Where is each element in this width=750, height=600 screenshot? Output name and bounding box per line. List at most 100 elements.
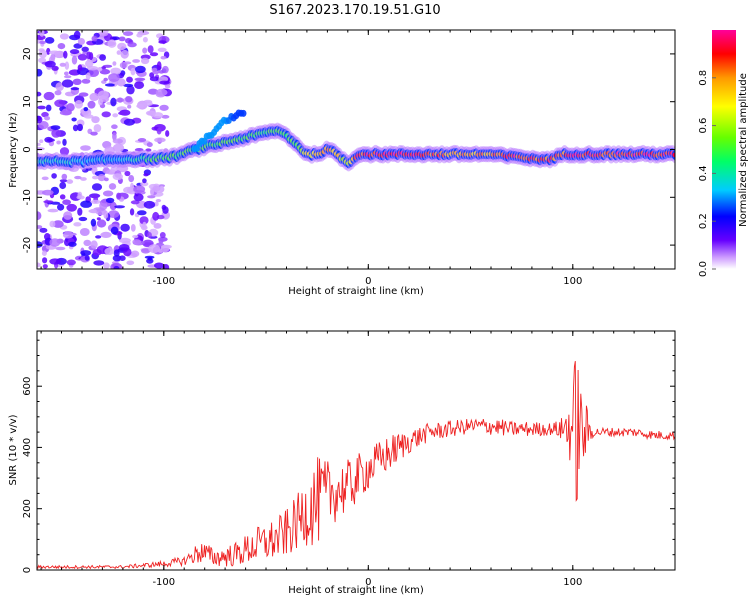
spectrogram-noise-blob	[123, 31, 134, 36]
spectrogram-noise-blob	[102, 190, 114, 197]
spectrogram-noise-blob	[90, 131, 98, 136]
spectrogram-noise-blob	[156, 61, 162, 71]
spectrogram-noise-blob	[112, 132, 117, 141]
spectrogram-noise-blob	[108, 73, 120, 82]
spectrogram-noise-blob	[136, 103, 145, 109]
spectrogram-noise-blob	[104, 177, 109, 182]
spectrogram-noise-blob	[159, 104, 169, 111]
spectrogram-noise-blob	[127, 104, 132, 109]
spectrogram-noise-blob	[55, 246, 66, 251]
spectrogram-noise-blob	[120, 49, 129, 59]
spectrogram-noise-blob	[78, 216, 88, 222]
spectrogram-noise-blob	[90, 218, 97, 227]
spectrogram-noise-blob	[80, 250, 92, 256]
spectrogram-noise-blob	[155, 199, 162, 203]
spectrogram-noise-blob	[160, 55, 167, 60]
spectrogram-noise-blob	[62, 231, 74, 239]
spectrogram-noise-blob	[41, 176, 49, 181]
spectrogram-noise-blob	[62, 138, 67, 146]
spectrogram-noise-blob	[156, 127, 162, 135]
spectrogram-noise-blob	[97, 67, 103, 72]
spectrogram-noise-blob	[49, 258, 61, 265]
spectrogram-noise-blob	[158, 237, 164, 244]
spectrogram-noise-blob	[37, 211, 42, 221]
spectrogram-noise-blob	[73, 30, 81, 39]
spectrogram-branch-point	[240, 109, 247, 117]
spectrogram-noise-blob	[43, 91, 55, 101]
spectrogram-noise-blob	[93, 124, 102, 133]
spectrogram-noise-blob	[112, 143, 125, 152]
spectrogram-noise-blob	[124, 170, 131, 177]
spectrogram-noise-blob	[45, 37, 55, 44]
spectrogram-noise-blob	[159, 185, 165, 193]
x-tick-label-snr: 0	[365, 577, 371, 588]
spectrogram-noise-blob	[96, 217, 101, 221]
spectrogram-noise-blob	[57, 43, 66, 50]
y-tick-label-snr: 600	[22, 377, 33, 396]
spectrogram-noise-blob	[123, 83, 134, 88]
spectrogram-noise-blob	[108, 183, 117, 190]
spectrogram-noise-blob	[165, 130, 170, 137]
spectrogram-noise-blob	[159, 80, 171, 85]
spectrogram-noise-blob	[118, 244, 130, 251]
spectrogram-noise-blob	[66, 259, 76, 266]
spectrogram-noise-blob	[146, 142, 153, 148]
spectrogram-data-layer	[37, 30, 675, 269]
spectrogram-noise-blob	[42, 264, 48, 269]
spectrogram-noise-blob	[142, 36, 148, 43]
spectrogram-noise-blob	[37, 225, 43, 229]
spectrogram-noise-blob	[115, 97, 125, 103]
spectrogram-noise-blob	[39, 227, 48, 233]
spectrogram-noise-blob	[51, 65, 59, 71]
spectrogram-noise-blob	[38, 49, 48, 59]
spectrogram-noise-blob	[51, 129, 61, 138]
colorbar-tick-label: 0.8	[698, 70, 709, 86]
y-tick-label-spectrogram: 20	[22, 48, 33, 61]
colorbar-ticks: 0.0 0.2 0.4 0.6 0.8	[698, 70, 716, 277]
spectrogram-noise-blob	[142, 101, 153, 107]
spectrogram-noise-blob	[112, 61, 117, 66]
spectrogram-noise-blob	[158, 40, 167, 44]
spectrogram-noise-blob	[130, 182, 134, 192]
spectrogram-noise-blob	[59, 147, 70, 156]
spectrogram-noise-blob	[39, 139, 44, 143]
spectrogram-noise-blob	[134, 77, 146, 82]
spectrogram-noise-blob	[147, 195, 156, 199]
snr-plot-area	[37, 331, 675, 570]
spectrogram-noise-blob	[99, 68, 111, 75]
y-tick-label-spectrogram: 0	[22, 146, 33, 152]
y-tick-label-snr: 200	[22, 499, 33, 518]
spectrogram-noise-blob	[80, 200, 92, 208]
spectrogram-noise-blob	[51, 173, 57, 179]
x-tick-label-spectrogram: 0	[365, 276, 371, 287]
spectrogram-noise-blob	[154, 262, 164, 269]
spectrogram-noise-blob	[120, 223, 130, 232]
spectrogram-noise-blob	[61, 173, 68, 180]
spectrogram-noise-blob	[152, 112, 164, 119]
spectrogram-noise-blob	[71, 55, 78, 65]
spectrogram-noise-blob	[39, 40, 46, 45]
spectrogram-noise-blob	[141, 248, 151, 254]
spectrogram-noise-blob	[143, 173, 149, 177]
spectrogram-noise-blob	[137, 210, 147, 216]
spectrogram-noise-blob	[99, 54, 106, 61]
figure-title: S167.2023.170.19.51.G10	[269, 3, 440, 18]
spectrogram-noise-blob	[54, 99, 66, 108]
spectrogram-noise-blob	[114, 205, 125, 209]
spectrogram-noise-blob	[126, 76, 133, 83]
spectrogram-noise-blob	[84, 255, 90, 261]
colorbar-tick-label: 0.4	[698, 165, 709, 181]
spectrogram-noise-blob	[152, 70, 160, 75]
spectrogram-noise-blob	[142, 47, 148, 54]
spectrogram-noise-blob	[46, 138, 55, 142]
spectrogram-noise-blob	[74, 100, 84, 109]
spectrogram-noise-blob	[83, 114, 94, 119]
spectrogram-noise-blob	[119, 61, 128, 69]
spectrogram-noise-blob	[103, 262, 110, 269]
spectrogram-noise-blob	[97, 90, 109, 100]
spectrogram-noise-blob	[143, 200, 156, 209]
y-tick-label-snr: 400	[22, 438, 33, 457]
spectrogram-noise-blob	[130, 200, 140, 205]
spectrogram-noise-blob	[110, 166, 118, 173]
spectrogram-noise-blob	[160, 244, 170, 253]
